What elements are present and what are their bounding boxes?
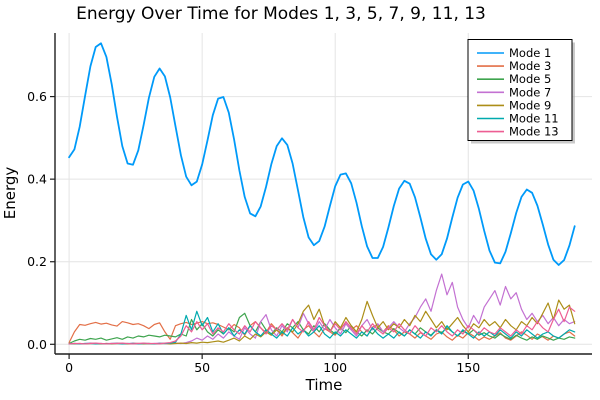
axis-tick-labels: 0 50 100 150 0.0 0.2 0.4 0.6 bbox=[27, 89, 480, 375]
legend-item: Mode 7 bbox=[477, 85, 551, 99]
legend-item: Mode 13 bbox=[477, 125, 559, 139]
legend-label: Mode 7 bbox=[509, 85, 551, 99]
axis-spines bbox=[54, 33, 592, 355]
legend-item: Mode 3 bbox=[477, 59, 551, 73]
y-tick-label: 0.0 bbox=[27, 337, 47, 352]
legend-item: Mode 5 bbox=[477, 72, 551, 86]
series-line-mode-3 bbox=[68, 321, 576, 344]
legend-label: Mode 3 bbox=[509, 59, 551, 73]
y-tick-label: 0.4 bbox=[27, 172, 47, 187]
series-lines bbox=[68, 42, 576, 345]
chart-title: Energy Over Time for Modes 1, 3, 5, 7, 9… bbox=[76, 4, 486, 24]
legend-item: Mode 11 bbox=[477, 112, 559, 126]
legend-item: Mode 9 bbox=[477, 98, 551, 112]
y-tick-label: 0.2 bbox=[27, 254, 47, 269]
legend-item: Mode 1 bbox=[477, 46, 551, 60]
x-tick-label: 100 bbox=[323, 360, 347, 375]
series-line-mode-13 bbox=[68, 306, 576, 345]
x-tick-label: 150 bbox=[456, 360, 480, 375]
series-line-mode-5 bbox=[68, 312, 576, 345]
legend-label: Mode 1 bbox=[509, 46, 551, 60]
axis-ticks bbox=[50, 95, 469, 359]
legend-label: Mode 11 bbox=[509, 112, 559, 126]
legend-label: Mode 13 bbox=[509, 125, 559, 139]
series-line-mode-1 bbox=[68, 42, 576, 266]
x-tick-label: 0 bbox=[65, 360, 73, 375]
legend-box bbox=[467, 39, 573, 141]
legend-label: Mode 9 bbox=[509, 98, 551, 112]
y-axis-label: Energy bbox=[1, 167, 19, 220]
x-tick-label: 50 bbox=[194, 360, 210, 375]
x-axis-label: Time bbox=[305, 376, 343, 394]
y-tick-label: 0.6 bbox=[27, 89, 47, 104]
legend-label: Mode 5 bbox=[509, 72, 551, 86]
